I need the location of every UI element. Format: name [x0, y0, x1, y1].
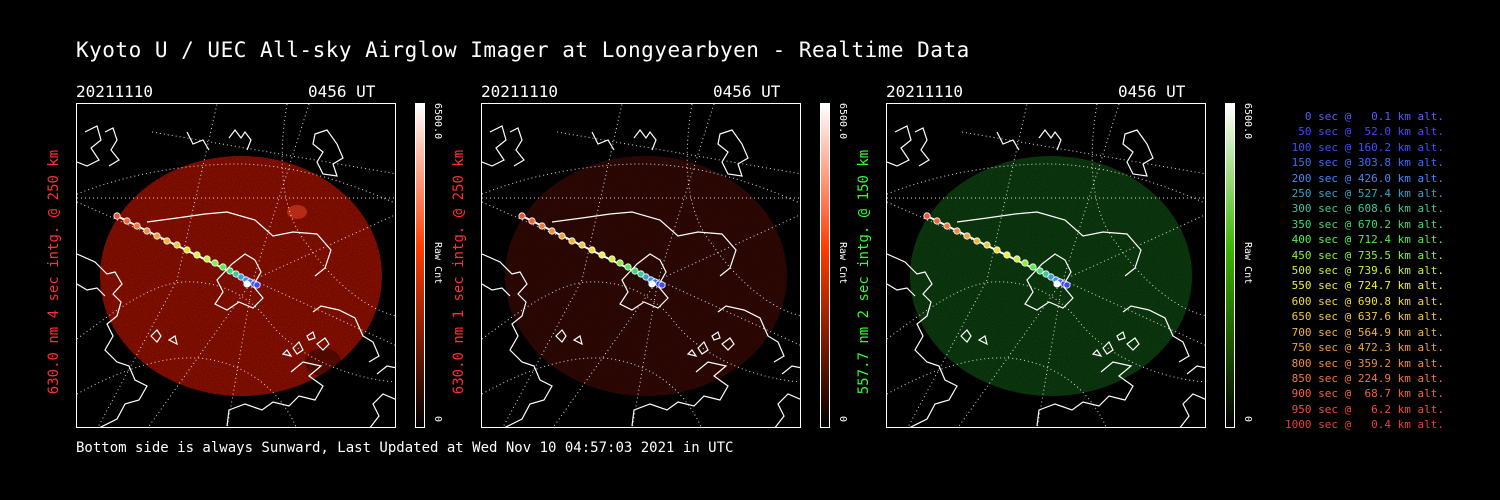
legend-entry: 650 sec @ 637.6 km alt.: [1291, 310, 1444, 324]
colorbar-label: Raw Cnt: [1242, 242, 1253, 285]
panel-date: 20211110: [481, 82, 559, 101]
colorbar-max: 6500.0: [1242, 103, 1253, 140]
panel-time: 0456 UT: [308, 82, 376, 101]
airglow-image: [481, 103, 801, 428]
legend-entry: 900 sec @ 68.7 km alt.: [1291, 387, 1444, 401]
legend-entry: 700 sec @ 564.9 km alt.: [1291, 325, 1444, 339]
colorbar-min: 0: [837, 416, 848, 423]
panel-date: 20211110: [886, 82, 964, 101]
legend-entry: 950 sec @ 6.2 km alt.: [1291, 402, 1444, 416]
panel-ylabel: 557.7 nm 2 sec intg. @ 150 km: [856, 149, 872, 395]
legend-entry: 750 sec @ 472.3 km alt.: [1291, 341, 1444, 355]
panel-date: 20211110: [76, 82, 154, 101]
trajectory-legend: 0 sec @ 0.1 km alt. 50 sec @ 52.0 km alt.…: [1260, 109, 1444, 433]
panel-ylabel: 630.0 nm 4 sec intg. @ 250 km: [46, 149, 62, 395]
legend-entry: 50 sec @ 52.0 km alt.: [1298, 125, 1444, 139]
legend-entry: 400 sec @ 712.4 km alt.: [1291, 233, 1444, 247]
airglow-image: [886, 103, 1206, 428]
colorbar-label: Raw Cnt: [432, 242, 443, 285]
panel-557nm-2sec: 20211110 0456 UT 557.7 nm 2 sec intg. @ …: [856, 82, 1286, 432]
colorbar: [1225, 103, 1235, 428]
legend-entry: 250 sec @ 527.4 km alt.: [1291, 187, 1444, 201]
colorbar: [820, 103, 830, 428]
panel-630nm-1sec: 20211110 0456 UT 630.0 nm 1 sec intg. @ …: [451, 82, 881, 432]
footer-status: Bottom side is always Sunward, Last Upda…: [76, 440, 734, 456]
panel-630nm-4sec: 20211110 0456 UT 630.0 nm 4 sec intg. @ …: [46, 82, 476, 432]
legend-entry: 350 sec @ 670.2 km alt.: [1291, 217, 1444, 231]
panel-ylabel: 630.0 nm 1 sec intg. @ 250 km: [451, 149, 467, 395]
colorbar-min: 0: [1242, 416, 1253, 423]
colorbar-max: 6500.0: [837, 103, 848, 140]
legend-entry: 550 sec @ 724.7 km alt.: [1291, 279, 1444, 293]
legend-entry: 200 sec @ 426.0 km alt.: [1291, 171, 1444, 185]
legend-entry: 100 sec @ 160.2 km alt.: [1291, 140, 1444, 154]
legend-entry: 0 sec @ 0.1 km alt.: [1304, 110, 1444, 123]
panel-time: 0456 UT: [713, 82, 781, 101]
legend-entry: 600 sec @ 690.8 km alt.: [1291, 294, 1444, 308]
colorbar-min: 0: [432, 416, 443, 423]
legend-entry: 850 sec @ 224.9 km alt.: [1291, 371, 1444, 385]
colorbar: [415, 103, 425, 428]
legend-entry: 450 sec @ 735.5 km alt.: [1291, 248, 1444, 262]
legend-entry: 800 sec @ 359.2 km alt.: [1291, 356, 1444, 370]
airglow-image: [76, 103, 396, 428]
legend-entry: 1000 sec @ 0.4 km alt.: [1285, 418, 1444, 432]
colorbar-label: Raw Cnt: [837, 242, 848, 285]
legend-entry: 300 sec @ 608.6 km alt.: [1291, 202, 1444, 216]
panel-time: 0456 UT: [1118, 82, 1186, 101]
legend-entry: 500 sec @ 739.6 km alt.: [1291, 264, 1444, 278]
colorbar-max: 6500.0: [432, 103, 443, 140]
legend-entry: 150 sec @ 303.8 km alt.: [1291, 156, 1444, 170]
page-title: Kyoto U / UEC All-sky Airglow Imager at …: [76, 38, 970, 62]
